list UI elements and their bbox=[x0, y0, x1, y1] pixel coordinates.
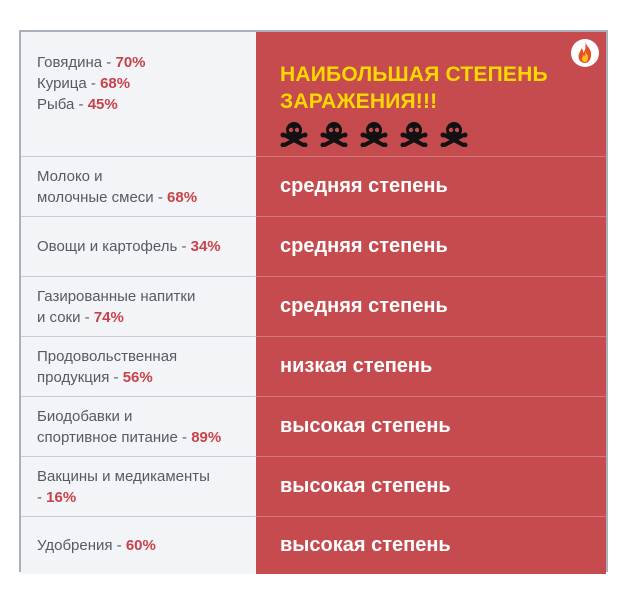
food-line: спортивное питание - 89% bbox=[37, 427, 250, 448]
food-line: - 16% bbox=[37, 487, 250, 508]
skull-crossbones-icon bbox=[280, 122, 308, 147]
fire-icon bbox=[571, 39, 599, 67]
food-percent: 70% bbox=[115, 54, 146, 71]
food-cell-vaccines: Вакцины и медикаменты - 16% bbox=[21, 457, 256, 517]
food-cell-supplements: Биодобавки и спортивное питание - 89% bbox=[21, 397, 256, 457]
skull-crossbones-icon bbox=[360, 122, 388, 147]
degree-cell: высокая степень bbox=[256, 397, 606, 457]
headline-line-2: ЗАРАЖЕНИЯ!!! bbox=[280, 90, 438, 113]
food-percent: 45% bbox=[87, 96, 118, 113]
degree-cell: высокая степень bbox=[256, 457, 606, 517]
contamination-table: Говядина - 70% Курица - 68% Рыба - 45% Н… bbox=[19, 30, 608, 574]
food-label: Курица - bbox=[37, 75, 101, 92]
food-label: - bbox=[37, 488, 47, 506]
food-label: и соки - bbox=[37, 308, 94, 326]
degree-cell: средняя степень bbox=[256, 277, 606, 337]
food-label: спортивное питание - bbox=[37, 428, 192, 446]
food-label: Вакцины и медикаменты bbox=[37, 467, 210, 485]
food-line-fish: Рыба - 45% bbox=[37, 94, 250, 115]
degree-cell: средняя степень bbox=[256, 217, 606, 277]
headline-line-1: НАИБОЛЬШАЯ СТЕПЕНЬ bbox=[280, 63, 548, 86]
skull-row bbox=[280, 121, 468, 147]
skull-crossbones-icon bbox=[320, 122, 348, 147]
food-cell-fertilizers: Удобрения - 60% bbox=[21, 517, 256, 574]
food-line: Удобрения - 60% bbox=[37, 535, 250, 556]
food-percent: 16% bbox=[46, 488, 77, 506]
food-cell-dairy: Молоко и молочные смеси - 68% bbox=[21, 157, 256, 217]
skull-crossbones-icon bbox=[440, 122, 468, 147]
food-percent: 68% bbox=[167, 188, 198, 206]
food-percent: 60% bbox=[125, 537, 156, 554]
food-percent: 74% bbox=[93, 308, 124, 326]
food-label: Продовольственная bbox=[37, 347, 178, 365]
food-label: молочные смеси - bbox=[37, 188, 168, 206]
food-line: молочные смеси - 68% bbox=[37, 187, 250, 208]
food-label: Рыба - bbox=[37, 96, 88, 113]
food-label: Удобрения - bbox=[37, 537, 126, 554]
food-label: Овощи и картофель - bbox=[37, 238, 191, 255]
food-line: и соки - 74% bbox=[37, 307, 250, 328]
food-percent: 89% bbox=[191, 428, 222, 446]
food-cell-drinks: Газированные напитки и соки - 74% bbox=[21, 277, 256, 337]
food-cell-vegetables: Овощи и картофель - 34% bbox=[21, 217, 256, 277]
food-line-chicken: Курица - 68% bbox=[37, 73, 250, 94]
food-label: Газированные напитки bbox=[37, 287, 196, 305]
food-label: Говядина - bbox=[37, 54, 116, 71]
degree-cell: высокая степень bbox=[256, 517, 606, 574]
food-label: Биодобавки и bbox=[37, 407, 133, 425]
food-percent: 34% bbox=[190, 238, 221, 255]
skull-crossbones-icon bbox=[400, 122, 428, 147]
food-label: продукция - bbox=[37, 368, 123, 386]
food-cell-products: Продовольственная продукция - 56% bbox=[21, 337, 256, 397]
food-label: Молоко и bbox=[37, 167, 103, 185]
food-line-beef: Говядина - 70% bbox=[37, 52, 250, 73]
food-cell-meat-fish: Говядина - 70% Курица - 68% Рыба - 45% bbox=[21, 32, 256, 157]
food-line: продукция - 56% bbox=[37, 367, 250, 388]
degree-cell: средняя степень bbox=[256, 157, 606, 217]
degree-cell: низкая степень bbox=[256, 337, 606, 397]
degree-cell-highest: НАИБОЛЬШАЯ СТЕПЕНЬ ЗАРАЖЕНИЯ!!! bbox=[256, 32, 606, 157]
food-percent: 68% bbox=[100, 75, 131, 92]
food-percent: 56% bbox=[122, 368, 153, 386]
food-line: Овощи и картофель - 34% bbox=[37, 236, 250, 257]
